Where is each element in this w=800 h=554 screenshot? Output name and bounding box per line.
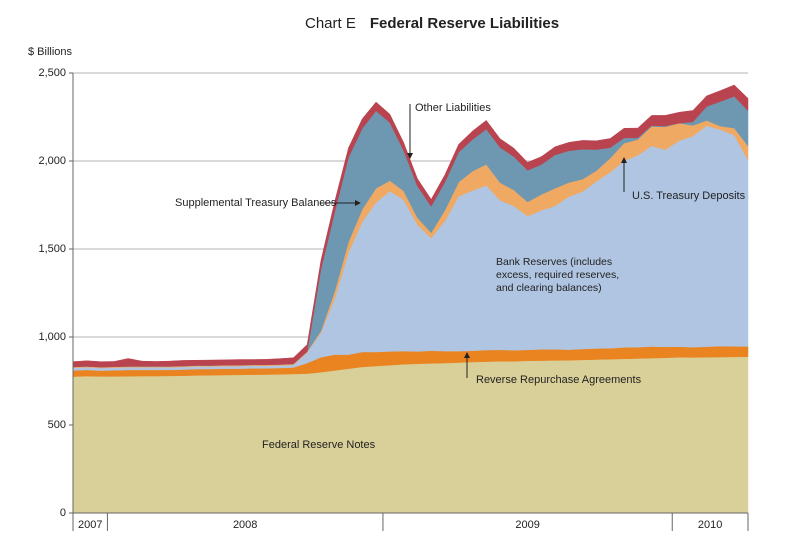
- y-tick-label: 0: [60, 507, 66, 519]
- title-prefix: Chart E: [305, 15, 356, 32]
- x-tick-label: 2007: [78, 519, 102, 531]
- y-tick-label: 1,000: [38, 331, 66, 343]
- x-tick-label: 2010: [698, 519, 722, 531]
- y-tick-label: 500: [48, 419, 66, 431]
- y-tick-label: 2,000: [38, 155, 66, 167]
- arrow-head: [355, 200, 361, 206]
- series-label: Supplemental Treasury Balances: [175, 197, 337, 209]
- series-label: Federal Reserve Notes: [262, 439, 376, 451]
- series-label: Bank Reserves (includes excess, required…: [496, 256, 620, 294]
- series-label: Other Liabilities: [415, 102, 491, 114]
- y-axis-label: $ Billions: [28, 46, 73, 58]
- annotations: Federal Reserve Notes Reverse Repurchase…: [175, 102, 746, 451]
- y-tick-label: 1,500: [38, 243, 66, 255]
- x-tick-label: 2009: [515, 519, 539, 531]
- x-tick-label: 2008: [233, 519, 257, 531]
- chart-title: Chart E Federal Reserve Liabilities: [305, 15, 559, 32]
- area: [72, 356, 749, 514]
- title-text: Federal Reserve Liabilities: [370, 15, 559, 32]
- series-label-box: Bank Reserves (includes excess, required…: [496, 256, 620, 294]
- arrow-head: [407, 153, 413, 159]
- series-label: U.S. Treasury Deposits: [632, 190, 746, 202]
- series-label: Reverse Repurchase Agreements: [476, 374, 642, 386]
- arrow-head: [621, 157, 627, 163]
- plot-area: [69, 72, 749, 531]
- y-tick-label: 2,500: [38, 67, 66, 79]
- arrow-head: [464, 352, 470, 358]
- area: [72, 84, 749, 368]
